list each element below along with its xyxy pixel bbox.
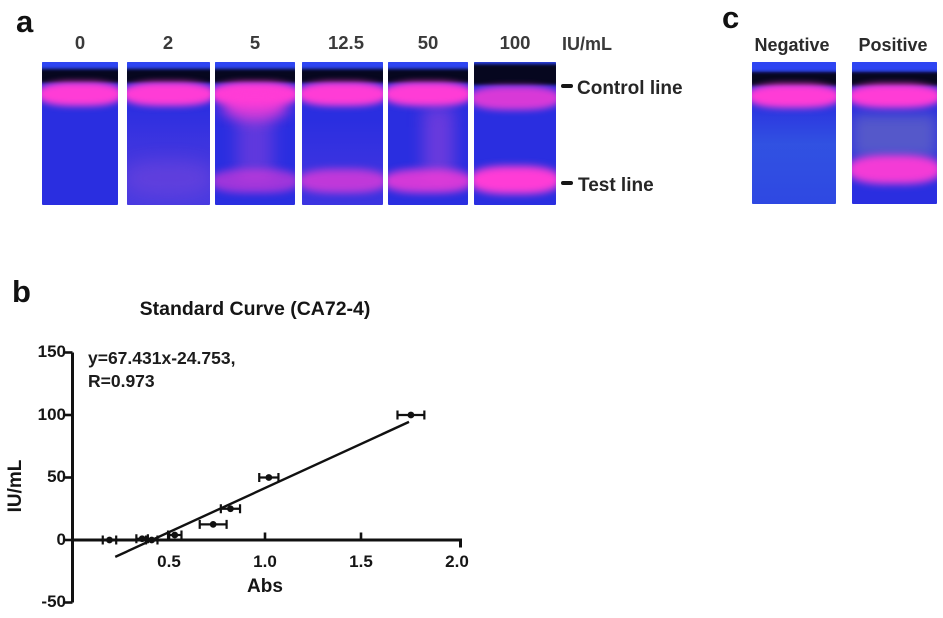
strip-top-pad xyxy=(215,62,295,72)
sample-pad-dark-band xyxy=(127,69,210,83)
test-line-band xyxy=(388,169,468,193)
panel-b-letter: b xyxy=(12,274,31,309)
positive-strip xyxy=(852,62,937,204)
test-line-label: Test line xyxy=(578,175,654,196)
negative-strip xyxy=(752,62,836,204)
strip-conc-label-12-5: 12.5 xyxy=(327,32,364,53)
strip-top-pad xyxy=(852,62,937,72)
panel-a-letter: a xyxy=(16,4,34,39)
strip-top-pad xyxy=(42,62,118,72)
x-tick-label-0-5: 0.5 xyxy=(157,552,181,571)
regression-equation: y=67.431x-24.753, xyxy=(88,348,236,368)
y-tick-label-neg50: -50 xyxy=(41,592,66,611)
y-tick-label-0: 0 xyxy=(56,530,66,549)
chart-title: Standard Curve (CA72-4) xyxy=(139,298,371,320)
control-line-label: Control line xyxy=(577,78,683,99)
test-strip-12-5iu xyxy=(302,62,383,205)
x-tick-label-1-0: 1.0 xyxy=(253,552,277,571)
strip-conc-label-0: 0 xyxy=(74,32,86,53)
control-line-band xyxy=(42,82,118,106)
x-axis-label: Abs xyxy=(247,576,283,597)
y-tick-label-100: 100 xyxy=(37,405,66,424)
strip-conc-label-5: 5 xyxy=(249,32,261,53)
y-tick-label-50: 50 xyxy=(47,467,66,486)
test-line-band xyxy=(852,155,937,184)
sample-pad-dark-band xyxy=(388,69,468,83)
test-strip-100iu xyxy=(474,62,556,205)
sample-pad-dark-band xyxy=(215,69,295,83)
control-line-band xyxy=(752,84,836,108)
strip-conc-label-50: 50 xyxy=(417,32,439,53)
test-line-band xyxy=(474,166,556,194)
strip-conc-label-2: 2 xyxy=(162,32,174,53)
test-line-band xyxy=(215,169,295,193)
control-line-band xyxy=(127,82,210,106)
sample-pad-dark-band xyxy=(42,69,118,83)
test-strip-0iu xyxy=(42,62,118,205)
negative-label: Negative xyxy=(754,35,830,55)
positive-label: Positive xyxy=(858,35,928,55)
sample-pad-dark-band xyxy=(852,72,937,86)
correlation-coefficient: R=0.973 xyxy=(88,371,155,391)
sample-pad-dark-band xyxy=(752,72,836,86)
control-line-band xyxy=(302,82,383,106)
strip-top-pad xyxy=(127,62,210,72)
test-line-band xyxy=(127,160,210,196)
control-line-glow xyxy=(221,92,289,120)
standard-curve-panel: b Standard Curve (CA72-4) y=67.431x-24.7… xyxy=(0,270,520,618)
test-strip-50iu xyxy=(388,62,468,205)
strip-top-pad xyxy=(388,62,468,72)
test-strip-5iu xyxy=(215,62,295,205)
test-strip-2iu xyxy=(127,62,210,205)
sample-pad-dark-band xyxy=(302,69,383,83)
chart-plot xyxy=(63,351,462,604)
control-line-tick xyxy=(561,84,573,88)
concentration-unit-label: IU/mL xyxy=(562,34,613,54)
x-tick-label-2-0: 2.0 xyxy=(445,552,469,571)
y-tick-label-150: 150 xyxy=(37,342,66,361)
panel-c-letter: c xyxy=(722,0,740,35)
control-line-band xyxy=(474,86,556,110)
strip-conc-label-100: 100 xyxy=(499,32,531,53)
test-line-band xyxy=(302,169,383,193)
flow-streak xyxy=(423,106,454,179)
control-line-band xyxy=(852,84,937,108)
test-line-tick xyxy=(561,181,573,185)
control-line-band xyxy=(388,82,468,106)
strip-top-pad xyxy=(752,62,836,72)
background-haze xyxy=(852,114,937,158)
sample-pad-dark-band xyxy=(474,64,556,85)
strip-top-pad xyxy=(302,62,383,72)
x-tick-label-1-5: 1.5 xyxy=(349,552,373,571)
